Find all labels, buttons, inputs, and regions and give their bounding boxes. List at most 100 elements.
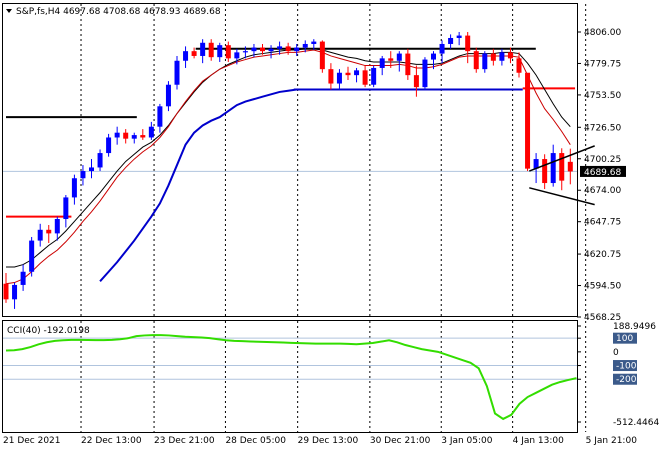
candle-body (413, 75, 419, 88)
candle-body (242, 51, 248, 53)
candle-body (371, 67, 377, 85)
candle-body (71, 178, 77, 198)
triangle-pattern (528, 145, 595, 206)
price-tick-label: 4620.75 (584, 250, 621, 260)
cci-line (5, 334, 577, 421)
candle-body (29, 240, 35, 272)
candle-body (106, 137, 112, 154)
cci-level-box (613, 360, 637, 372)
cci-level-box (613, 332, 637, 344)
candle-body (542, 159, 548, 184)
candle-body (37, 229, 43, 241)
candle-body (473, 51, 479, 70)
candle-body (89, 167, 94, 172)
candle-body (439, 43, 445, 54)
candle-body (200, 42, 206, 56)
candle-body (191, 51, 197, 56)
candle-body (234, 52, 240, 59)
triangle-line (529, 187, 595, 206)
price-tick-label: 4568.25 (584, 313, 621, 323)
candle-body (336, 72, 342, 84)
candle-body (379, 58, 385, 68)
x-tick-label: 30 Dec 21:00 (370, 436, 431, 446)
candle-body (525, 72, 531, 169)
price-axis: 4806.00 4779.75 4753.50 4726.50 4700.25 4674.… (577, 28, 621, 323)
cci-tick-label: -100 (616, 362, 637, 372)
candle-body (20, 271, 26, 285)
price-tick-label: 4594.50 (584, 282, 621, 292)
candle-body (516, 58, 522, 73)
candle-body (251, 47, 257, 52)
x-tick-label: 23 Dec 21:00 (154, 436, 215, 446)
x-tick-label: 21 Dec 2021 (3, 436, 61, 446)
time-axis: 21 Dec 2021 22 Dec 13:00 23 Dec 21:00 28 De… (3, 436, 637, 446)
cci-label: CCI(40) -192.0198 (7, 326, 90, 336)
symbol-header: S&P,fs,H4 4697.68 4708.68 4678.93 4689.6… (16, 7, 221, 17)
candle-body (499, 52, 505, 61)
candle-body (123, 132, 129, 139)
candle-body (431, 53, 436, 60)
cci-tick-label: -512.4464 (613, 418, 659, 428)
candle-body (165, 84, 171, 107)
cci-level-box (613, 373, 637, 385)
candle-body (302, 43, 308, 48)
candle-body (46, 229, 52, 234)
price-tick-label: 4700.25 (584, 155, 621, 165)
x-tick-label: 5 Jan 21:00 (586, 436, 638, 446)
cci-tick-label: 0 (613, 348, 619, 358)
candle-body (405, 53, 411, 76)
candle-body (311, 41, 317, 44)
x-tick-label: 3 Jan 05:00 (441, 436, 493, 446)
candle-body (54, 218, 60, 234)
candle-body (559, 153, 565, 181)
x-tick-label: 22 Dec 13:00 (81, 436, 142, 446)
candles (3, 31, 573, 309)
candle-body (63, 197, 69, 219)
candle-body (157, 106, 163, 127)
candle-body (422, 59, 428, 88)
candle-body (131, 135, 137, 139)
current-price-label: 4689.68 (584, 168, 621, 178)
price-tick-label: 4647.75 (584, 218, 621, 228)
candle-body (183, 51, 189, 61)
x-tick-label: 28 Dec 05:00 (225, 436, 286, 446)
candle-body (268, 48, 274, 52)
candle-body (362, 70, 368, 85)
cci-tick-label: 100 (616, 334, 633, 344)
candle-body (12, 284, 18, 300)
current-price-box (580, 165, 626, 177)
price-tick-label: 4779.75 (584, 59, 621, 69)
candle-body (533, 159, 539, 169)
price-tick-label: 4674.00 (584, 186, 621, 196)
candle-body (208, 42, 214, 58)
cci-panel (2, 320, 578, 433)
candle-body (217, 45, 223, 58)
candle-body (490, 53, 496, 61)
cci-tick-label: -200 (616, 375, 637, 385)
candle-body (465, 35, 471, 52)
candle-body (388, 58, 394, 61)
candle-body (285, 46, 291, 52)
cci-tick-label: 188.9496 (613, 322, 656, 332)
candle-body (354, 70, 360, 76)
candle-body (277, 46, 283, 49)
triangle-line (528, 145, 595, 172)
candle-body (319, 41, 325, 70)
candle-body (456, 35, 462, 38)
price-tick-label: 4753.50 (584, 91, 621, 101)
price-tick-label: 4726.50 (584, 123, 621, 133)
candle-body (174, 60, 180, 85)
candle-body (396, 53, 402, 61)
ma-blue-line (99, 88, 519, 283)
candle-body (328, 69, 334, 84)
price-tick-label: 4806.00 (584, 28, 621, 38)
candle-body (567, 161, 573, 172)
cci-axis: 188.9496 100 0 -100 -200 -512.4464 (577, 322, 659, 428)
candle-body (260, 47, 265, 52)
candle-body (294, 47, 300, 52)
dropdown-triangle-icon[interactable] (6, 9, 12, 13)
candle-body (507, 52, 513, 59)
candle-body (148, 126, 154, 138)
x-tick-label: 4 Jan 13:00 (513, 436, 565, 446)
